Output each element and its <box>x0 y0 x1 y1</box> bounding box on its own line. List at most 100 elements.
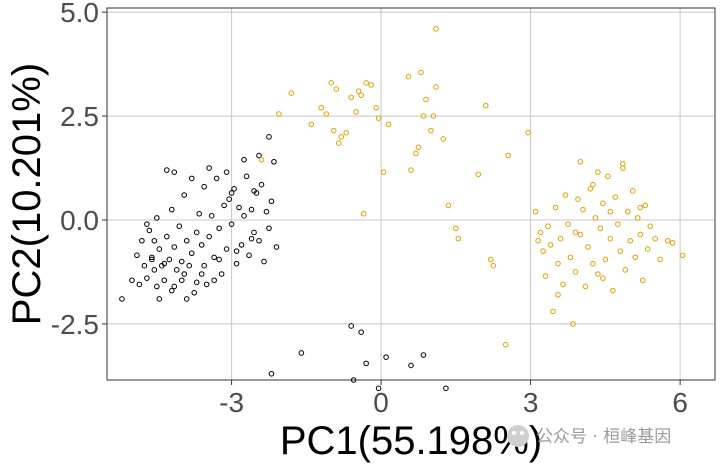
data-point <box>405 73 412 80</box>
data-point <box>552 204 559 211</box>
data-point <box>134 252 140 259</box>
data-point <box>502 341 509 348</box>
data-point <box>328 80 335 86</box>
data-point <box>231 186 237 192</box>
data-point <box>144 221 150 227</box>
data-point <box>455 235 462 242</box>
data-point <box>413 150 419 157</box>
data-point <box>620 165 626 171</box>
x-axis-title: PC1(55.198%) <box>280 419 542 463</box>
data-point <box>375 115 382 121</box>
data-point <box>600 275 606 281</box>
data-point <box>373 104 379 111</box>
data-point <box>238 242 245 248</box>
data-point <box>333 86 340 92</box>
x-tick-label: -3 <box>219 387 244 418</box>
data-point <box>206 233 212 240</box>
data-point <box>161 277 168 284</box>
data-point <box>256 237 262 244</box>
data-point <box>216 256 222 263</box>
data-point <box>268 370 275 377</box>
data-point <box>353 109 359 115</box>
data-point <box>226 196 232 202</box>
data-point <box>575 196 581 202</box>
y-tick-label: 2.5 <box>60 101 99 132</box>
data-point <box>228 221 235 227</box>
data-point <box>343 129 350 136</box>
data-point <box>208 213 215 219</box>
data-point <box>595 169 601 175</box>
x-tick-label: 6 <box>672 387 688 418</box>
data-point <box>587 186 594 192</box>
data-point <box>647 223 654 230</box>
data-point <box>612 194 619 200</box>
data-point <box>221 202 227 209</box>
data-point <box>223 246 230 252</box>
data-point <box>168 206 175 213</box>
data-point <box>241 156 247 163</box>
data-point <box>276 111 282 117</box>
data-point <box>577 158 584 165</box>
data-point <box>637 204 644 211</box>
data-point <box>201 262 207 269</box>
data-point <box>420 113 427 119</box>
data-point <box>136 281 143 288</box>
data-point <box>607 208 614 215</box>
data-point <box>186 262 193 269</box>
data-point <box>198 242 205 248</box>
data-point <box>188 250 195 257</box>
data-point <box>248 235 255 242</box>
data-point <box>178 258 185 265</box>
data-point <box>637 231 644 238</box>
data-point <box>679 252 686 259</box>
data-point <box>570 321 576 327</box>
data-point <box>161 260 168 267</box>
data-point <box>203 281 210 288</box>
data-point <box>149 256 155 263</box>
data-point <box>629 188 636 194</box>
data-point <box>360 210 367 217</box>
data-point <box>166 256 173 263</box>
data-point <box>383 354 389 360</box>
data-point <box>537 229 544 236</box>
data-point <box>223 169 230 175</box>
data-point <box>168 287 175 294</box>
plot-panel-border <box>106 7 716 381</box>
data-point <box>236 204 242 211</box>
data-point <box>582 283 589 290</box>
data-point <box>657 256 663 263</box>
data-point <box>154 283 160 290</box>
data-point <box>181 192 188 198</box>
data-point <box>156 296 163 302</box>
data-point <box>572 269 579 275</box>
data-point <box>171 244 178 250</box>
x-tick-label: 3 <box>523 387 539 418</box>
data-point <box>380 169 387 175</box>
data-point <box>261 258 267 265</box>
data-point <box>525 129 531 136</box>
data-point <box>156 246 163 252</box>
data-point <box>550 308 556 315</box>
data-point <box>193 229 200 236</box>
y-tick-label: -2.5 <box>51 309 99 340</box>
data-point <box>363 80 369 86</box>
data-point <box>597 225 604 232</box>
data-point <box>535 237 541 244</box>
data-point <box>335 140 342 146</box>
data-point <box>415 144 422 151</box>
data-point <box>453 225 459 232</box>
watermark: 公众号 · 桓峰基因 <box>507 425 671 447</box>
data-point <box>183 296 190 302</box>
axis-tick-labels: -3 0 3 6 -2.5 0.0 2.5 5.0 <box>51 0 688 418</box>
data-point <box>592 215 599 221</box>
data-point <box>634 215 641 221</box>
data-point <box>652 235 658 242</box>
data-point <box>228 190 235 196</box>
data-point <box>251 229 257 236</box>
data-point <box>545 223 551 230</box>
data-point <box>246 252 252 259</box>
data-point <box>418 69 424 76</box>
data-point <box>440 136 447 142</box>
data-point <box>669 240 676 246</box>
data-point <box>547 242 554 248</box>
